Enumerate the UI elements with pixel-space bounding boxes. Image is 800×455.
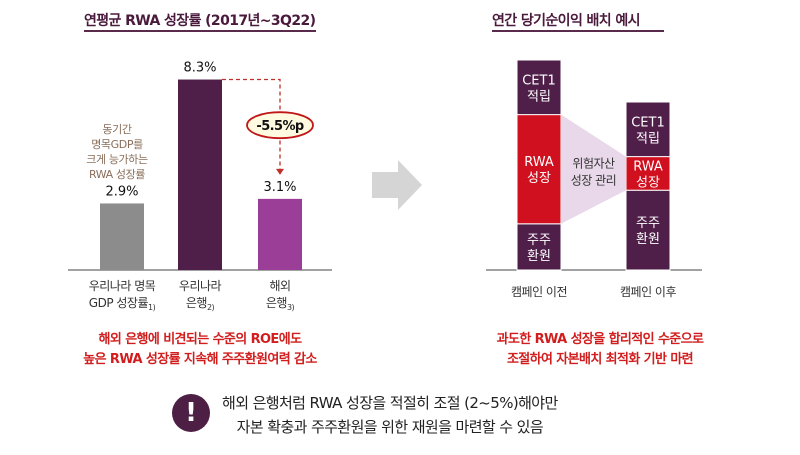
difference-connector xyxy=(222,78,281,175)
caption-line: 조절하여 자본배치 최적화 기반 마련 xyxy=(506,352,694,367)
segment-label: 환원 xyxy=(527,249,551,264)
conclusion-line: 자본 확충과 주주환원을 위한 재원을 마련할 수 있음 xyxy=(236,418,544,436)
stacked-segment xyxy=(516,59,562,116)
bar xyxy=(100,203,144,270)
segment-label: RWA xyxy=(524,155,554,170)
note-line: 크게 능가하는 xyxy=(86,153,148,166)
arrow-head-icon xyxy=(276,168,284,175)
caption-line: 과도한 RWA 성장을 합리적인 수준으로 xyxy=(496,332,704,347)
bottom-conclusion: ! 해외 은행처럼 RWA 성장을 적절히 조절 (2~5%)해야만 자본 확충… xyxy=(150,390,670,440)
right-chart-title: 연간 당기순이익 배치 예시 xyxy=(492,13,641,29)
segment-label: CET1 xyxy=(522,73,556,88)
transition-arrow-icon xyxy=(372,160,422,210)
data-label: 3.1% xyxy=(263,180,296,195)
footnote-marker: 2) xyxy=(207,303,215,312)
caption-line: 해외 은행에 비견되는 수준의 ROE에도 xyxy=(98,332,302,347)
difference-badge xyxy=(246,111,314,140)
segment-label: CET1 xyxy=(631,115,665,130)
data-label: 8.3% xyxy=(183,61,216,76)
category-label: 캠페인 이전 xyxy=(511,285,567,299)
caption-line: 높은 RWA 성장률 지속해 주주환원여력 감소 xyxy=(83,352,317,367)
right-title-underline xyxy=(492,30,664,32)
category-label: GDP 성장률1) xyxy=(89,296,156,312)
category-label: 우리나라 xyxy=(179,279,222,293)
segment-label: 주주 xyxy=(636,216,660,231)
footnote-marker: 3) xyxy=(287,303,295,312)
segment-label: RWA xyxy=(633,159,663,174)
rwa-reduction-band xyxy=(561,114,626,224)
data-label: 2.9% xyxy=(105,184,138,199)
category-label: 우리나라 명목 xyxy=(89,279,156,293)
footnote-marker: 1) xyxy=(148,303,156,312)
gdp-comparison-note: 동기간 명목GDP를 크게 능가하는 RWA 성장률 xyxy=(62,122,172,182)
segment-label: 주주 xyxy=(527,233,551,248)
stacked-segment xyxy=(625,101,671,158)
right-caption: 과도한 RWA 성장을 합리적인 수준으로 조절하여 자본배치 최적화 기반 마… xyxy=(430,330,770,370)
segment-label: 적립 xyxy=(527,89,551,104)
difference-label: -5.5%p xyxy=(256,119,303,134)
category-label: 해외 xyxy=(269,279,290,293)
left-caption: 해외 은행에 비견되는 수준의 ROE에도 높은 RWA 성장률 지속해 주주환… xyxy=(30,330,370,370)
stacked-segment xyxy=(516,223,562,271)
note-line: 명목GDP를 xyxy=(91,138,143,151)
exclamation-icon: ! xyxy=(172,394,210,432)
band-label: 성장 관리 xyxy=(571,173,616,187)
segment-label: 성장 xyxy=(636,175,660,190)
bar xyxy=(178,79,222,271)
stacked-segment xyxy=(625,156,671,191)
left-chart-title: 연평균 RWA 성장률 (2017년~3Q22) xyxy=(84,13,316,29)
conclusion-line: 해외 은행처럼 RWA 성장을 적절히 조절 (2~5%)해야만 xyxy=(222,394,558,412)
bar xyxy=(258,198,302,270)
category-label: 캠페인 이후 xyxy=(620,285,676,299)
stacked-segment xyxy=(516,114,562,225)
conclusion-text: 해외 은행처럼 RWA 성장을 적절히 조절 (2~5%)해야만 자본 확충과 … xyxy=(222,391,558,439)
segment-label: 환원 xyxy=(636,232,660,247)
note-line: 동기간 xyxy=(102,123,132,136)
note-line: RWA 성장률 xyxy=(88,168,146,181)
segment-label: 적립 xyxy=(636,131,660,146)
segment-label: 성장 xyxy=(527,171,551,186)
left-title-underline xyxy=(84,30,316,32)
band-label: 위험자산 xyxy=(572,156,615,170)
